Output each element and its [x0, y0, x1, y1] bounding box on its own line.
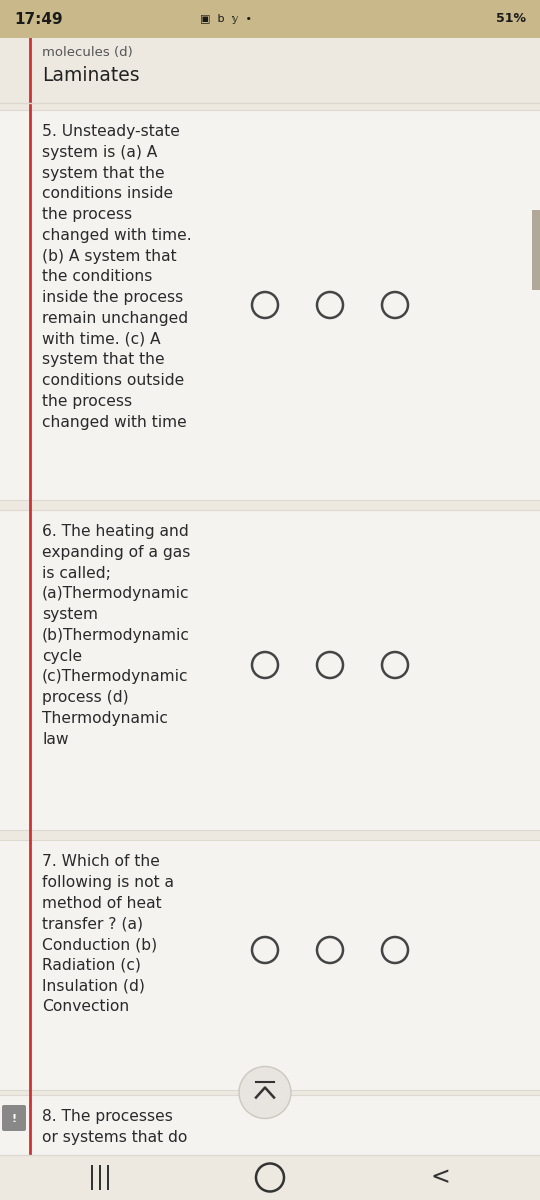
- Text: 8. The processes
or systems that do: 8. The processes or systems that do: [42, 1109, 187, 1145]
- Text: 5. Unsteady-state
system is (a) A
system that the
conditions inside
the process
: 5. Unsteady-state system is (a) A system…: [42, 124, 192, 430]
- FancyBboxPatch shape: [2, 1105, 26, 1130]
- Text: 7. Which of the
following is not a
method of heat
transfer ? (a)
Conduction (b)
: 7. Which of the following is not a metho…: [42, 854, 174, 1014]
- Text: 17:49: 17:49: [14, 12, 63, 26]
- Text: 51%: 51%: [496, 12, 526, 25]
- Text: ▣  b  𝕪  •: ▣ b 𝕪 •: [200, 14, 252, 24]
- Bar: [0, 510, 540, 830]
- Bar: [0, 1154, 540, 1200]
- Circle shape: [239, 1067, 291, 1118]
- Bar: [532, 210, 540, 290]
- Text: molecules (d): molecules (d): [42, 46, 133, 59]
- Text: <: <: [430, 1165, 450, 1189]
- Bar: [0, 38, 540, 103]
- Bar: [0, 840, 540, 1090]
- Text: Laminates: Laminates: [42, 66, 140, 85]
- Text: 6. The heating and
expanding of a gas
is called;
(a)Thermodynamic
system
(b)Ther: 6. The heating and expanding of a gas is…: [42, 524, 191, 746]
- Bar: [0, 1094, 540, 1165]
- Text: |||: |||: [88, 1165, 112, 1190]
- Bar: [0, 0, 540, 38]
- Bar: [0, 110, 540, 500]
- Text: !: !: [11, 1114, 17, 1124]
